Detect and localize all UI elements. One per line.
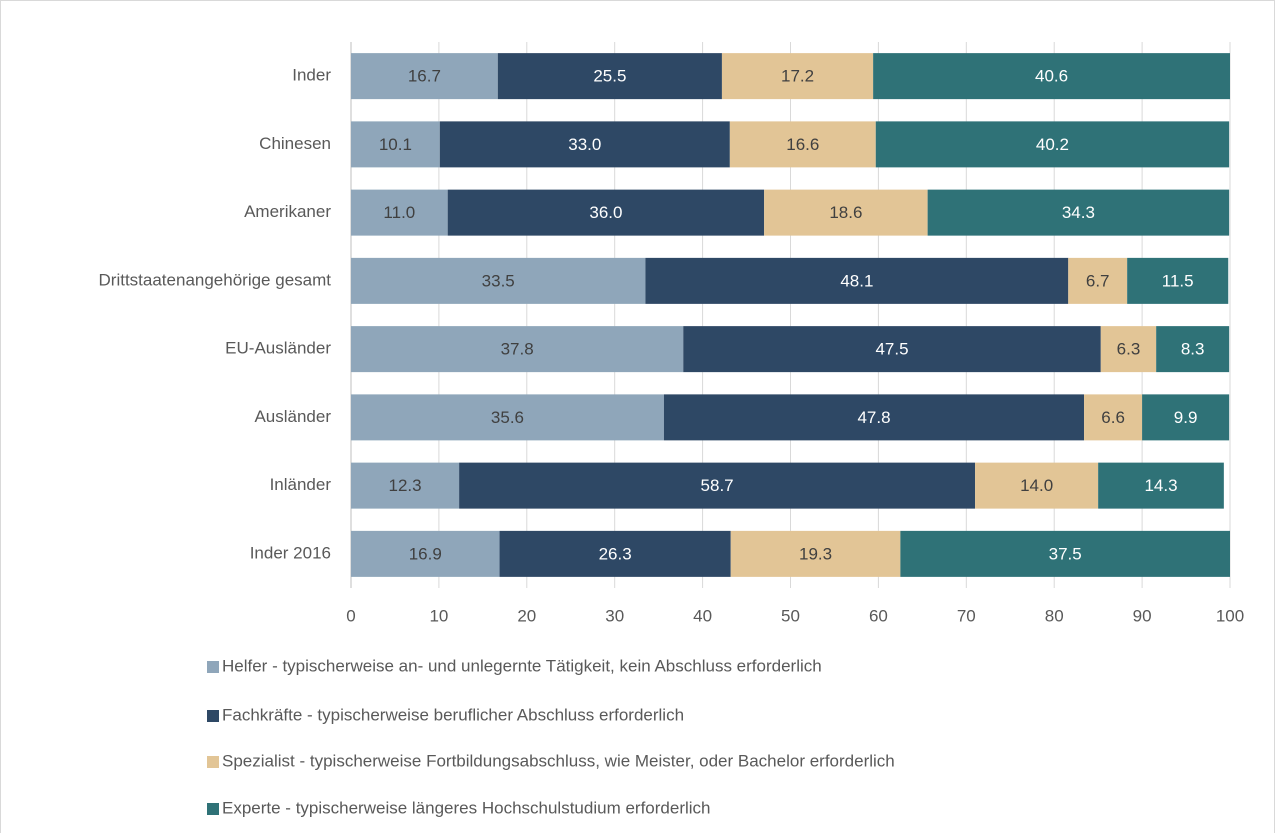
data-label: 26.3 xyxy=(599,544,632,563)
data-label: 40.6 xyxy=(1035,67,1068,86)
bar-segment xyxy=(351,530,500,577)
x-tick-label: 40 xyxy=(693,606,712,625)
data-label: 33.0 xyxy=(568,135,601,154)
bar-segment xyxy=(351,257,646,304)
data-label: 6.3 xyxy=(1117,340,1141,359)
data-label: 37.8 xyxy=(501,340,534,359)
bar-segment xyxy=(927,189,1230,236)
y-tick-label: Inder 2016 xyxy=(250,543,331,562)
x-tick-label: 80 xyxy=(1045,606,1064,625)
bar-segment xyxy=(721,53,874,100)
bar-segment xyxy=(1098,462,1224,509)
x-tick-label: 60 xyxy=(869,606,888,625)
bar-segment xyxy=(645,257,1069,304)
data-label: 11.0 xyxy=(383,203,415,222)
bar-segment xyxy=(499,530,731,577)
y-tick-label: Inder xyxy=(292,66,331,85)
bar-segment xyxy=(730,530,901,577)
x-tick-label: 20 xyxy=(517,606,536,625)
data-label: 8.3 xyxy=(1181,340,1205,359)
x-tick-label: 100 xyxy=(1216,606,1244,625)
data-label: 35.6 xyxy=(491,408,524,427)
data-label: 14.3 xyxy=(1144,476,1177,495)
bar-segment xyxy=(875,121,1230,168)
data-label: 47.5 xyxy=(875,340,908,359)
bar-segment xyxy=(683,326,1101,373)
x-tick-label: 70 xyxy=(957,606,976,625)
bar-segment xyxy=(729,121,876,168)
x-tick-label: 0 xyxy=(346,606,355,625)
x-tick-label: 50 xyxy=(781,606,800,625)
data-label: 9.9 xyxy=(1174,408,1198,427)
legend-label: Spezialist - typischerweise Fortbildungs… xyxy=(222,751,895,770)
data-label: 6.7 xyxy=(1086,271,1110,290)
y-tick-label: Drittstaatenangehörige gesamt xyxy=(99,270,332,289)
bar-segment xyxy=(975,462,1099,509)
bar-segment xyxy=(459,462,976,509)
legend-label: Fachkräfte - typischerweise beruflicher … xyxy=(222,705,684,724)
legend-swatch xyxy=(207,803,219,815)
bar-segment xyxy=(663,394,1085,441)
bar-segment xyxy=(351,121,440,168)
bar-segment xyxy=(1100,326,1157,373)
y-tick-label: Chinesen xyxy=(259,134,331,153)
data-label: 16.7 xyxy=(408,67,441,86)
y-tick-label: EU-Ausländer xyxy=(225,339,331,358)
bar-segment xyxy=(873,53,1230,100)
data-label: 18.6 xyxy=(829,203,862,222)
legend-swatch xyxy=(207,661,219,673)
data-label: 36.0 xyxy=(589,203,622,222)
data-label: 10.1 xyxy=(379,135,412,154)
bar-segment xyxy=(1142,394,1230,441)
bar-segment xyxy=(447,189,765,236)
data-label: 14.0 xyxy=(1020,476,1053,495)
y-tick-label: Amerikaner xyxy=(244,202,331,221)
y-tick-label: Ausländer xyxy=(254,407,331,426)
data-label: 11.5 xyxy=(1162,271,1194,290)
bar-segment xyxy=(351,394,664,441)
bar-segment xyxy=(351,189,448,236)
data-label: 17.2 xyxy=(781,67,814,86)
data-label: 6.6 xyxy=(1101,408,1125,427)
data-label: 58.7 xyxy=(701,476,734,495)
x-tick-label: 30 xyxy=(605,606,624,625)
data-label: 16.9 xyxy=(409,544,442,563)
data-label: 37.5 xyxy=(1049,544,1082,563)
legend-label: Experte - typischerweise längeres Hochsc… xyxy=(222,798,711,817)
bar-segment xyxy=(1068,257,1128,304)
bar-segment xyxy=(1127,257,1229,304)
bar-segment xyxy=(439,121,730,168)
bar-segment xyxy=(351,326,684,373)
bar-segment xyxy=(1156,326,1230,373)
bar-segment xyxy=(497,53,722,100)
legend-swatch xyxy=(207,710,219,722)
y-tick-label: Inländer xyxy=(270,475,332,494)
data-label: 33.5 xyxy=(482,271,515,290)
bar-segment xyxy=(900,530,1230,577)
bar-segment xyxy=(1084,394,1143,441)
x-tick-label: 10 xyxy=(429,606,448,625)
data-label: 34.3 xyxy=(1062,203,1095,222)
x-tick-label: 90 xyxy=(1133,606,1152,625)
legend-label: Helfer - typischerweise an- und unlegern… xyxy=(222,656,822,675)
data-label: 16.6 xyxy=(786,135,819,154)
legend-swatch xyxy=(207,756,219,768)
bar-segment xyxy=(351,462,460,509)
data-label: 19.3 xyxy=(799,544,832,563)
bar-segment xyxy=(351,53,498,100)
data-label: 40.2 xyxy=(1036,135,1069,154)
bar-segment xyxy=(764,189,928,236)
data-label: 25.5 xyxy=(593,67,626,86)
data-label: 12.3 xyxy=(389,476,422,495)
data-label: 47.8 xyxy=(857,408,890,427)
data-label: 48.1 xyxy=(840,271,873,290)
